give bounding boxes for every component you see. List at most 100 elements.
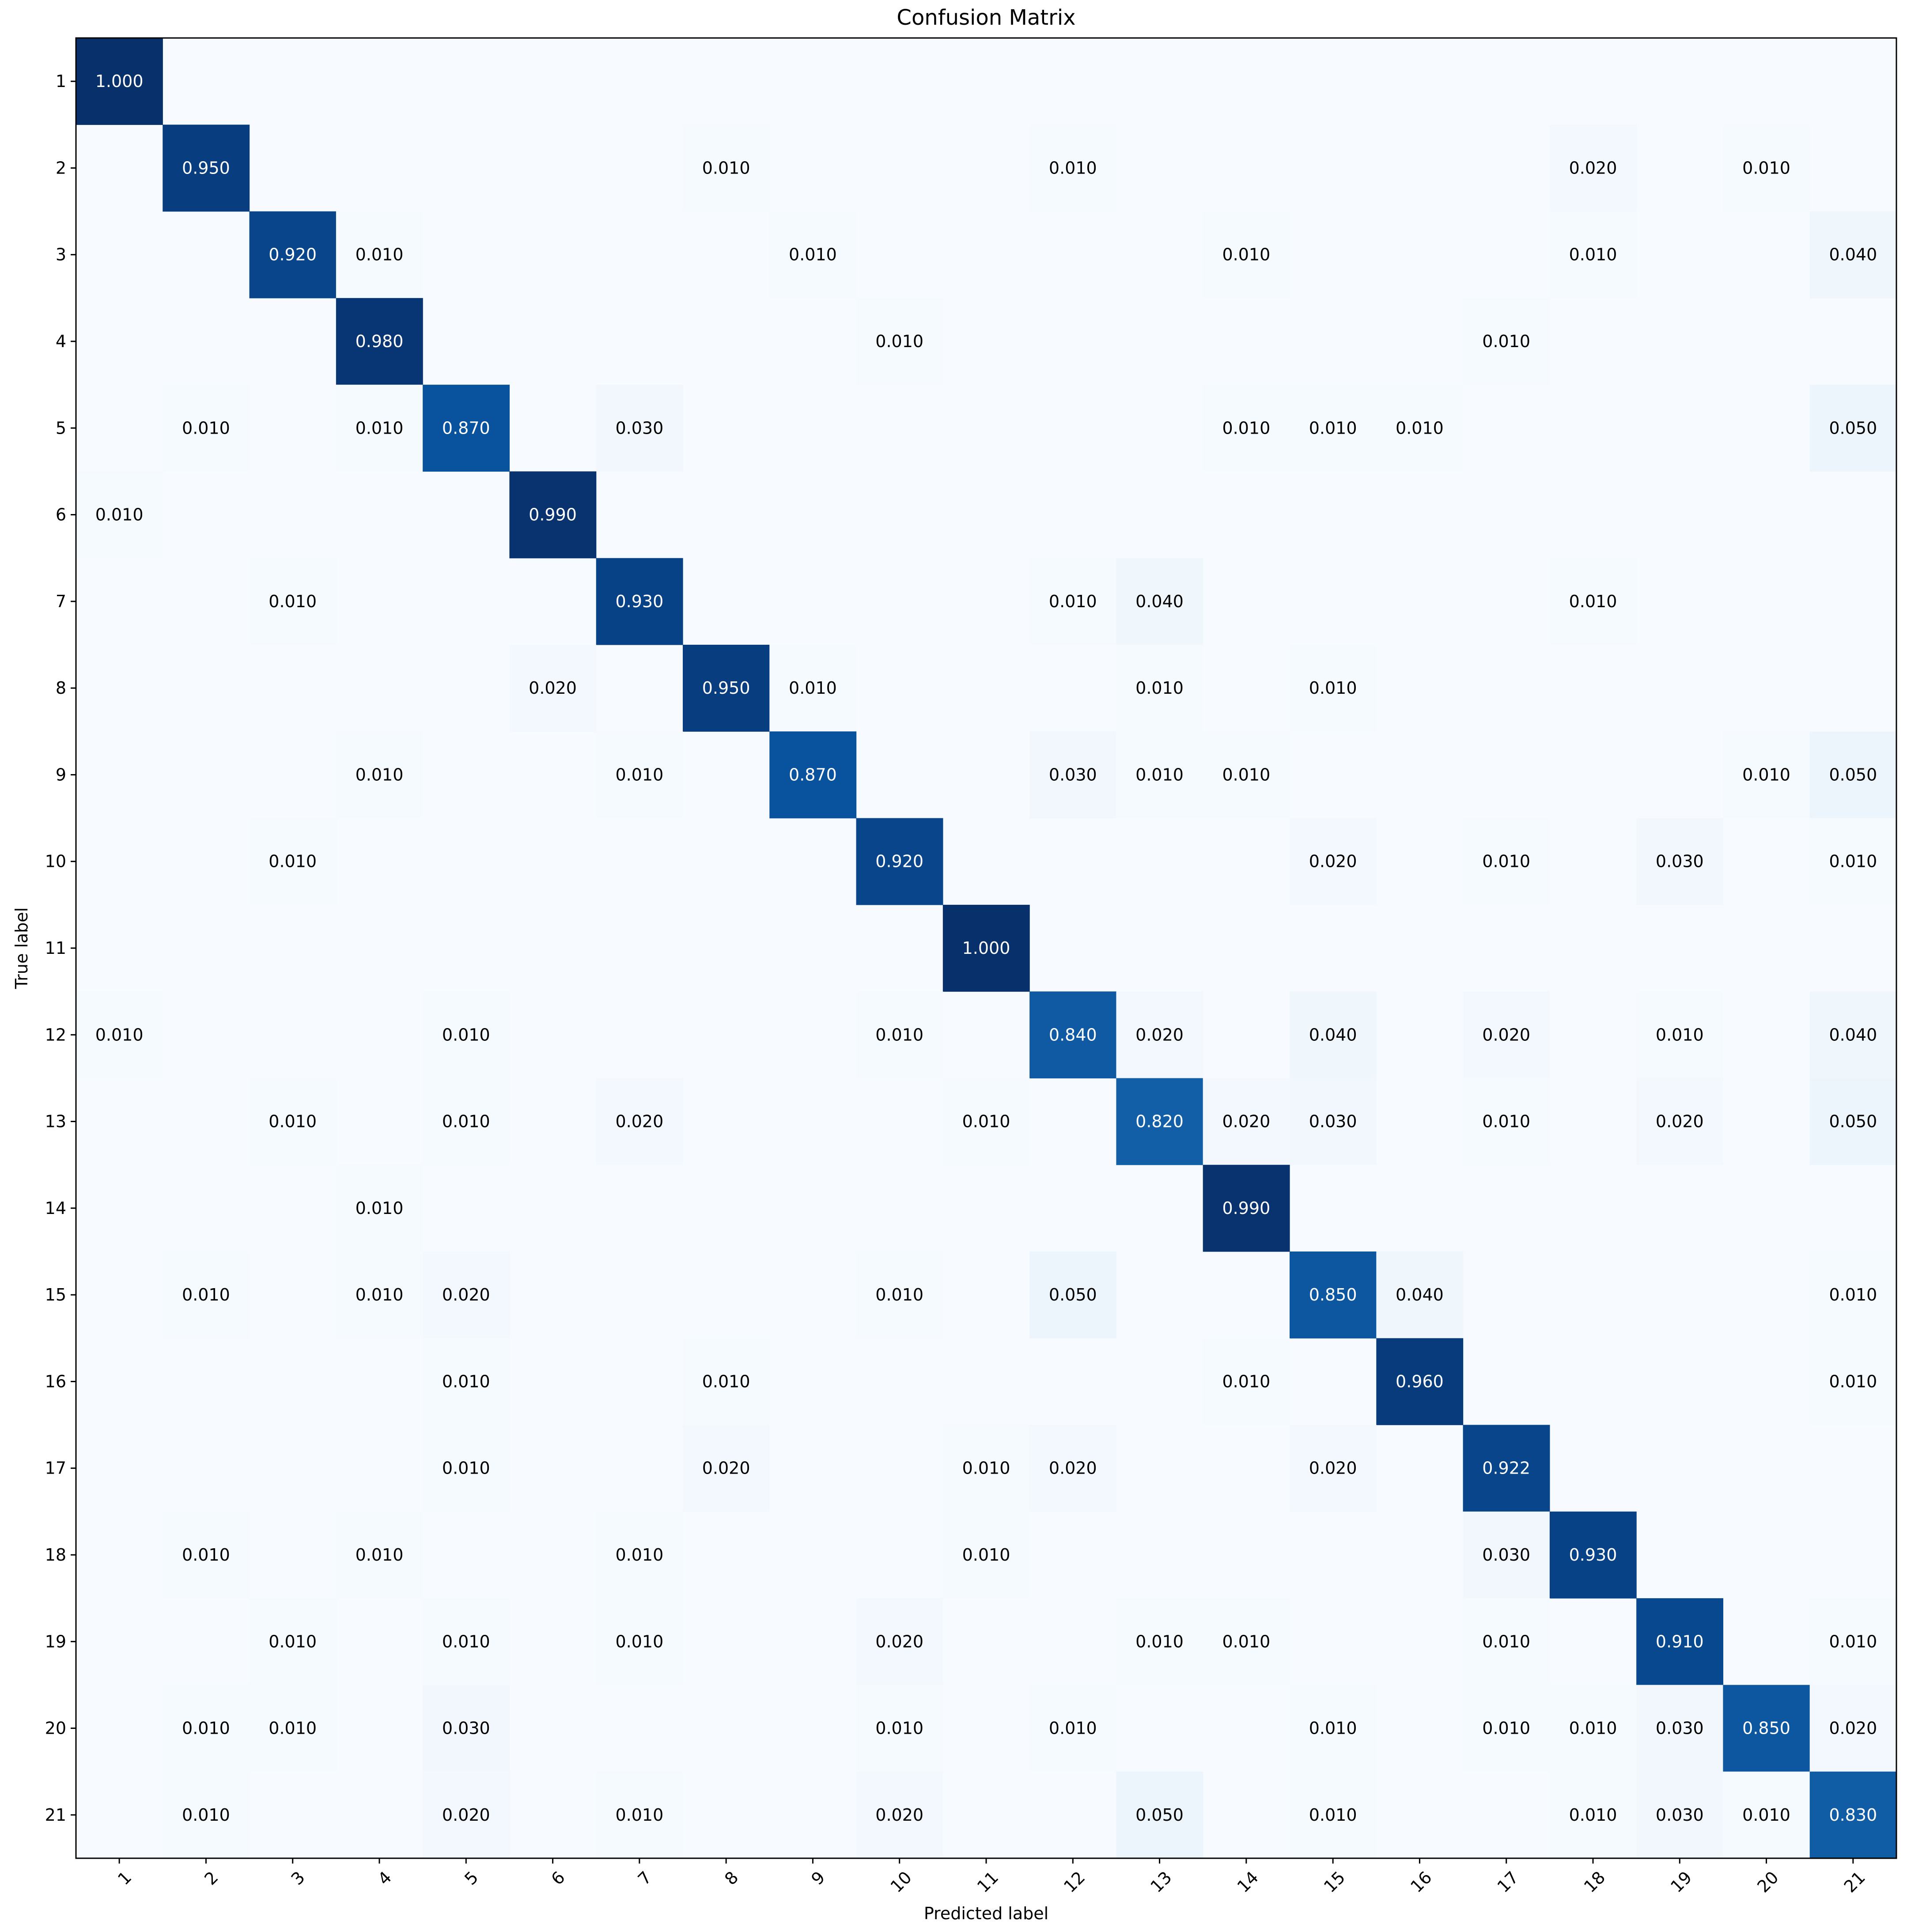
heatmap-cell-label: 0.040 (1829, 1025, 1877, 1044)
heatmap-cell-label: 0.050 (1829, 765, 1877, 784)
heatmap-cell-label: 0.030 (1656, 1719, 1704, 1738)
heatmap-cell (1203, 211, 1290, 299)
heatmap-cell (1463, 991, 1550, 1079)
x-tick-label: 8 (721, 1868, 742, 1889)
heatmap-cell (423, 385, 510, 472)
heatmap-cell-label: 0.010 (182, 1805, 230, 1825)
y-tick-label: 15 (45, 1285, 66, 1304)
x-tick-label: 4 (374, 1868, 395, 1889)
x-tick-label: 20 (1753, 1868, 1782, 1896)
heatmap-cell (769, 645, 857, 732)
heatmap-cell-label: 0.010 (356, 765, 404, 784)
heatmap-cell-label: 0.010 (1135, 678, 1184, 698)
heatmap-cell (683, 645, 770, 732)
heatmap-cell-label: 0.010 (615, 1632, 663, 1651)
heatmap-cell (596, 1078, 683, 1165)
x-tick-label: 15 (1320, 1868, 1349, 1896)
heatmap-cell (1809, 1685, 1897, 1772)
heatmap-cell-label: 0.010 (182, 1545, 230, 1565)
heatmap-cell (423, 1078, 510, 1165)
heatmap-cell-label: 0.850 (1742, 1719, 1790, 1738)
heatmap-cell (1809, 211, 1897, 299)
heatmap-cell (1809, 818, 1897, 905)
heatmap-cell (1549, 1771, 1637, 1859)
heatmap-cell (856, 1598, 943, 1686)
heatmap-cell (1290, 1078, 1377, 1165)
heatmap-cells (76, 38, 1897, 1859)
heatmap-cell-label: 0.950 (182, 158, 230, 178)
heatmap-cell-label: 0.010 (1482, 1112, 1530, 1131)
heatmap-cell-label: 0.010 (1049, 592, 1097, 611)
heatmap-cell-label: 0.010 (875, 1285, 923, 1304)
heatmap-cell (1809, 1771, 1897, 1859)
heatmap-cell (1809, 991, 1897, 1079)
y-tick-label: 11 (45, 938, 66, 958)
heatmap-cell (856, 298, 943, 385)
y-tick-label: 21 (45, 1805, 66, 1825)
y-tick-label: 8 (56, 678, 66, 698)
heatmap-cell (163, 1251, 250, 1338)
y-tick-label: 16 (45, 1372, 66, 1391)
heatmap-cell-label: 0.010 (1222, 1632, 1270, 1651)
heatmap-cell (1809, 385, 1897, 472)
heatmap-cell-label: 0.990 (529, 505, 577, 525)
heatmap-cell-label: 0.010 (1569, 245, 1617, 265)
heatmap-cell (1549, 558, 1637, 645)
heatmap-cell-label: 0.010 (1222, 245, 1270, 265)
heatmap-cell-label: 0.010 (269, 1632, 317, 1651)
heatmap-cell (1463, 1598, 1550, 1686)
heatmap-cell (1809, 731, 1897, 819)
heatmap-cell-label: 0.010 (1742, 1805, 1790, 1825)
heatmap-cell-label: 0.820 (1135, 1112, 1184, 1131)
heatmap-cell (1463, 818, 1550, 905)
heatmap-cell-label: 0.020 (875, 1632, 923, 1651)
heatmap-cell (423, 991, 510, 1079)
heatmap-cell-label: 0.020 (875, 1805, 923, 1825)
heatmap-cell (1723, 1685, 1810, 1772)
y-tick-label: 10 (45, 852, 66, 871)
heatmap-cell (1116, 991, 1203, 1079)
y-tick-label: 4 (56, 332, 66, 351)
heatmap-cell-label: 0.020 (1482, 1025, 1530, 1044)
heatmap-cell-label: 0.050 (1049, 1285, 1097, 1304)
heatmap-cell (1290, 1425, 1377, 1512)
heatmap-cell (856, 818, 943, 905)
y-tick-label: 6 (56, 505, 66, 525)
heatmap-cell (336, 1164, 423, 1252)
heatmap-cell-label: 0.010 (615, 1545, 663, 1565)
heatmap-cell-label: 0.010 (269, 1719, 317, 1738)
heatmap-cell-label: 0.030 (1309, 1112, 1357, 1131)
heatmap-cell-label: 0.010 (182, 418, 230, 438)
heatmap-cell (336, 731, 423, 819)
heatmap-cell-label: 0.010 (1135, 1632, 1184, 1651)
heatmap-cell-label: 0.020 (1049, 1459, 1097, 1478)
heatmap-cell-label: 0.020 (1309, 852, 1357, 871)
heatmap-cell-label: 0.920 (875, 852, 923, 871)
heatmap-cell (769, 731, 857, 819)
heatmap-cell (596, 1511, 683, 1599)
heatmap-cell-label: 0.010 (1482, 332, 1530, 351)
heatmap-cell-label: 0.010 (442, 1025, 490, 1044)
y-tick-label: 19 (45, 1632, 66, 1651)
y-tick-label: 20 (45, 1719, 66, 1738)
heatmap-cell-label: 0.010 (1482, 852, 1530, 871)
heatmap-cell (1636, 1078, 1724, 1165)
heatmap-cell-label: 0.020 (1829, 1719, 1877, 1738)
heatmap-cell-label: 0.050 (1135, 1805, 1184, 1825)
y-tick-label: 5 (56, 418, 66, 438)
heatmap-cell-label: 0.010 (1569, 1719, 1617, 1738)
heatmap-cell (856, 1685, 943, 1772)
heatmap-cell (1116, 731, 1203, 819)
heatmap-cell (336, 1511, 423, 1599)
x-tick-label: 13 (1146, 1868, 1175, 1896)
heatmap-cell (423, 1685, 510, 1772)
heatmap-cell (1376, 385, 1464, 472)
heatmap-cell-label: 0.910 (1656, 1632, 1704, 1651)
heatmap-cell-label: 0.030 (1656, 852, 1704, 871)
heatmap-cell-label: 0.020 (702, 1459, 750, 1478)
heatmap-cell-label: 0.010 (356, 245, 404, 265)
heatmap-cell-label: 0.010 (182, 1719, 230, 1738)
heatmap-cell (509, 645, 597, 732)
heatmap-cell-label: 1.000 (95, 72, 144, 91)
